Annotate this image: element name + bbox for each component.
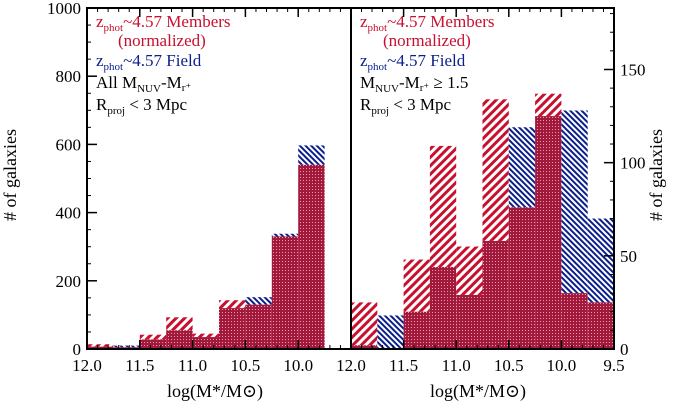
y-tick-label-0-5: 1000 [47, 0, 81, 18]
members-excess-bar-1-4 [456, 246, 483, 295]
overlap-bar-0-4 [192, 337, 219, 349]
overlap-bar-1-3 [429, 267, 457, 349]
overlap-bar-1-6 [508, 207, 536, 349]
right-bars-group [351, 93, 614, 349]
x-tick-label-0-4: 10.0 [283, 356, 313, 375]
overlap-bar-1-9 [587, 302, 614, 349]
y-tick-label-1-1: 50 [620, 247, 637, 266]
legend-members-label: zphot~4.57 Members [360, 12, 495, 34]
x-tick-label-1-5: 9.5 [603, 356, 624, 375]
y-tick-label-0-2: 400 [56, 204, 82, 223]
members-excess-bar-1-3 [429, 145, 457, 268]
members-excess-bar-1-2 [403, 259, 430, 312]
x-tick-label-0-2: 11.0 [178, 356, 207, 375]
field-excess-bar-1-9 [587, 218, 614, 303]
overlap-bar-0-3 [166, 330, 193, 349]
members-excess-bar-1-7 [535, 93, 562, 117]
y-tick-label-0-4: 800 [56, 67, 82, 86]
panel-frame-1 [350, 7, 615, 350]
field-excess-bar-0-7 [271, 233, 299, 237]
x-tick-label-1-4: 10.0 [547, 356, 577, 375]
y-tick-label-0-1: 200 [56, 272, 82, 291]
overlap-bar-0-0 [87, 346, 114, 349]
overlap-bar-1-8 [561, 293, 588, 349]
x-tick-label-0-3: 10.5 [231, 356, 261, 375]
x-tick-label-1-0: 12.0 [336, 356, 366, 375]
x-tick-label-1-2: 11.0 [442, 356, 471, 375]
y-tick-label-1-0: 0 [620, 340, 629, 359]
legend-field-label: zphot~4.57 Field [360, 51, 466, 73]
overlap-bar-0-5 [219, 308, 246, 349]
left-bars-group [87, 145, 325, 349]
legend-field-label: zphot~4.57 Field [96, 51, 202, 73]
y-tick-label-0-0: 0 [73, 340, 82, 359]
members-excess-bar-0-2 [139, 334, 167, 340]
right-axes-group: 12.0 11.5 11.0 10.5 10.0 9.50 50 100 150 [336, 7, 646, 375]
field-excess-bar-1-1 [377, 315, 404, 349]
legend-members-label: zphot~4.57 Members [96, 12, 231, 34]
legend-rproj-label: Rproj < 3 Mpc [96, 95, 188, 117]
members-excess-bar-1-5 [482, 99, 509, 241]
x-tick-label-0-1: 11.5 [125, 356, 154, 375]
left-y-axis-label: # of galaxies [0, 129, 20, 221]
overlap-bar-1-7 [535, 116, 562, 349]
overlap-bar-0-8 [298, 164, 325, 349]
legend-color-cut-label: MNUV-Mr⁺ ≥ 1.5 [360, 73, 468, 95]
right-x-axis-label: log(M*/M⊙) [430, 381, 526, 402]
legend-normalized-label: (normalized) [383, 31, 471, 50]
field-excess-bar-1-6 [508, 127, 536, 208]
y-tick-label-1-3: 150 [620, 60, 646, 79]
x-tick-label-1-1: 11.5 [389, 356, 418, 375]
overlap-bar-0-2 [139, 339, 167, 349]
overlap-bar-0-6 [245, 304, 272, 349]
left-legend: zphot~4.57 Members (normalized) zphot~4.… [96, 12, 231, 117]
right-y-axis-label: # of galaxies [646, 129, 666, 221]
field-excess-bar-0-8 [298, 145, 325, 165]
field-excess-bar-1-8 [561, 110, 588, 294]
overlap-bar-0-7 [271, 236, 299, 349]
x-tick-label-1-3: 10.5 [494, 356, 524, 375]
field-excess-bar-0-6 [245, 297, 272, 305]
legend-color-cut-label: All MNUV-Mr⁺ [96, 73, 191, 95]
overlap-bar-1-0 [351, 345, 378, 349]
left-histogram-panel: 12.0 11.5 11.0 10.5 10.0 0 200 400 600 800 1000 zp… [47, 0, 352, 375]
overlap-bar-1-5 [482, 240, 509, 349]
field-excess-bar-0-1 [113, 345, 140, 348]
right-legend: zphot~4.57 Members (normalized) zphot~4.… [360, 12, 495, 117]
left-x-axis-label: log(M*/M⊙) [167, 381, 263, 402]
legend-rproj-label: Rproj < 3 Mpc [360, 95, 452, 117]
members-excess-bar-1-0 [351, 302, 378, 346]
y-tick-label-1-2: 100 [620, 154, 646, 173]
members-excess-bar-0-4 [192, 333, 219, 338]
members-excess-bar-0-0 [87, 344, 114, 347]
overlap-bar-1-2 [403, 311, 430, 349]
members-excess-bar-0-5 [219, 300, 246, 309]
y-tick-label-0-3: 600 [56, 135, 82, 154]
legend-normalized-label: (normalized) [118, 31, 206, 50]
right-histogram-panel: 12.0 11.5 11.0 10.5 10.0 9.50 50 100 150 zphot~4… [336, 7, 646, 375]
members-excess-bar-0-3 [166, 317, 193, 331]
overlap-bar-1-4 [456, 294, 483, 349]
x-tick-label-0-0: 12.0 [72, 356, 102, 375]
